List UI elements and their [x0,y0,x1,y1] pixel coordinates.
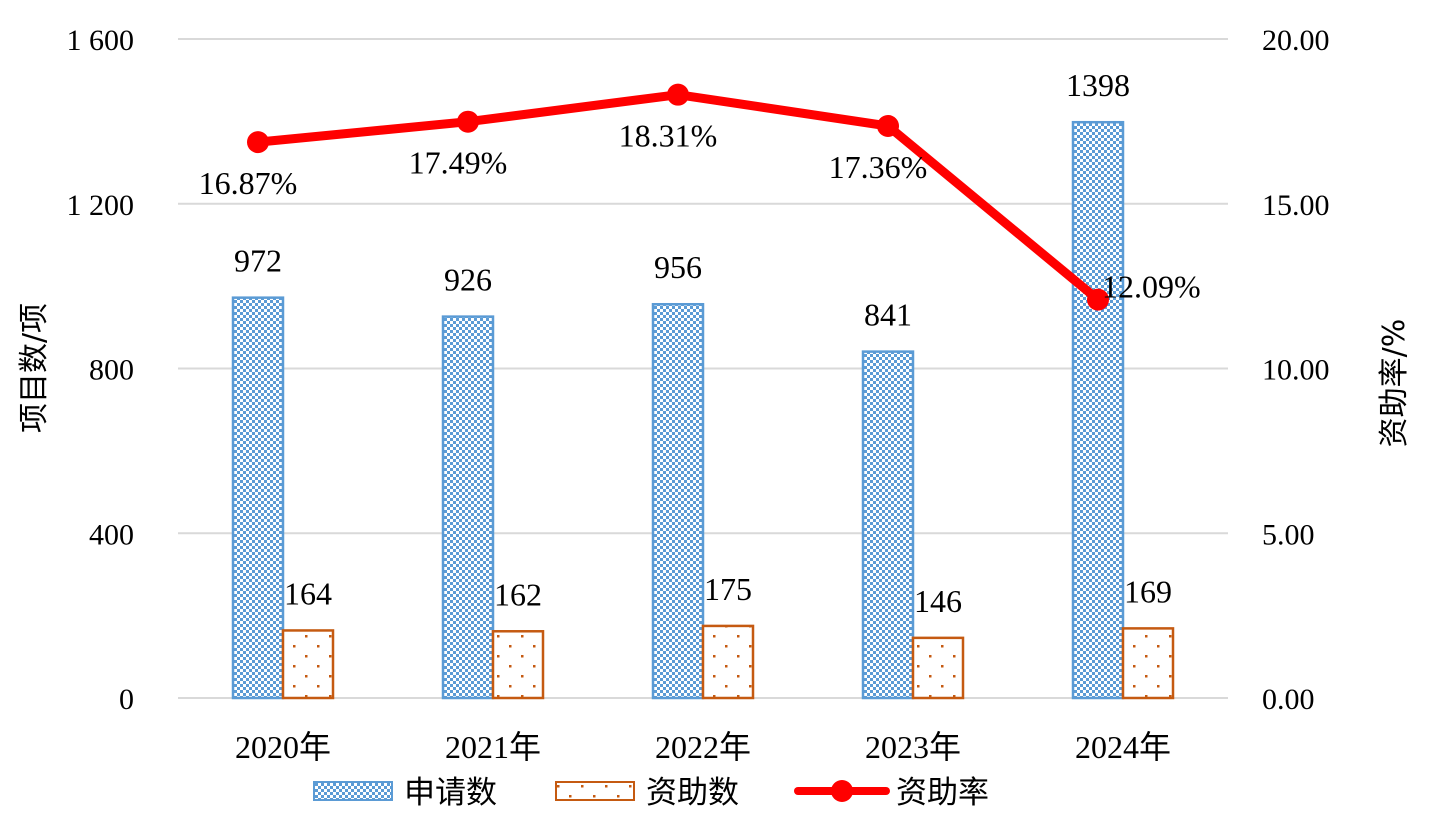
left-tick-label: 0 [119,683,134,716]
bar-apply [231,296,285,700]
left-tick-label: 400 [89,518,134,551]
left-tick-label: 1 200 [67,189,135,222]
bar-fund [491,630,545,700]
fund-value-label: 162 [494,576,542,612]
bar-fund [701,624,755,700]
right-tick-label: 20.00 [1262,24,1330,57]
category-label: 2022年 [655,729,751,765]
apply-value-label: 972 [234,243,282,279]
apply-value-label: 956 [654,249,702,285]
bar-fund [1121,627,1175,700]
category-label: 2020年 [235,729,331,765]
data-labels: 972 164 926 162 956 175 841 146 1398 169 16.87% 17.… [199,67,1201,619]
legend-label-rate: 资助率 [896,775,989,811]
right-axis-ticks: 0.00 5.00 10.00 15.00 20.00 [1262,24,1330,716]
bar-apply [651,302,705,700]
rate-value-label: 16.87% [199,165,298,201]
rate-point [457,110,479,133]
legend-label-fund: 资助数 [646,775,739,811]
left-axis-title: 项目数/项 [17,303,52,433]
fund-value-label: 169 [1124,573,1172,609]
rate-value-label: 17.36% [829,149,928,185]
category-label: 2024年 [1075,729,1171,765]
rate-line [247,83,1109,311]
legend: 申请数 资助数 资助率 [313,775,989,811]
right-tick-label: 15.00 [1262,189,1330,222]
rate-value-label: 17.49% [409,145,508,181]
left-axis-ticks: 0 400 800 1 200 1 600 [67,24,135,716]
fund-value-label: 146 [914,583,962,619]
fund-value-label: 175 [704,571,752,607]
bar-apply [1071,120,1125,700]
rate-point [877,114,899,137]
apply-value-label: 926 [444,262,492,298]
rate-point [247,131,269,154]
left-tick-label: 800 [89,354,134,387]
legend-label-apply: 申请数 [404,775,497,811]
bars [231,120,1175,700]
rate-point [667,83,689,106]
bar-fund [281,629,335,700]
bar-apply [441,315,495,700]
rate-value-label: 18.31% [619,118,718,154]
rate-point [1087,288,1109,311]
legend-swatch-rate-marker [831,780,853,802]
category-label: 2023年 [865,729,961,765]
rate-value-label: 12.09% [1102,269,1201,305]
category-label: 2021年 [445,729,541,765]
right-tick-label: 5.00 [1262,518,1315,551]
right-tick-label: 10.00 [1262,354,1330,387]
fund-value-label: 164 [284,575,332,611]
legend-swatch-apply [313,781,393,801]
right-tick-label: 0.00 [1262,683,1315,716]
legend-swatch-fund [555,781,635,801]
right-axis-title: 资助率/% [1377,319,1412,448]
apply-value-label: 841 [864,297,912,333]
apply-value-label: 1398 [1066,67,1130,103]
category-labels: 2020年 2021年 2022年 2023年 2024年 [235,729,1171,765]
bar-fund [911,636,965,700]
bar-apply [861,350,915,700]
left-tick-label: 1 600 [67,24,135,57]
